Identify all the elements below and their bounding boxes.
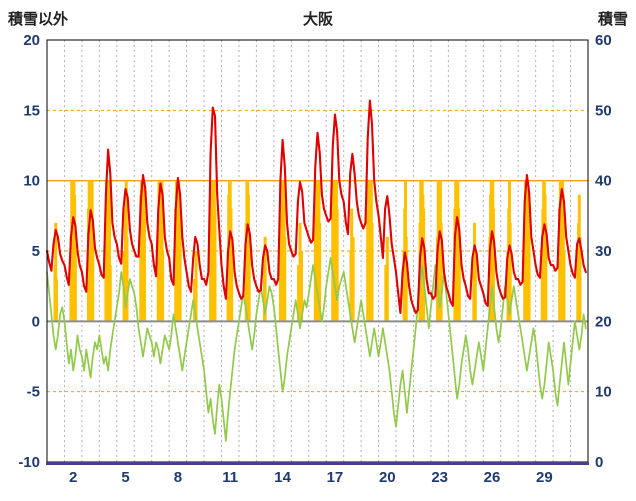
svg-text:10: 10 — [595, 384, 612, 401]
svg-text:20: 20 — [379, 469, 396, 486]
svg-text:29: 29 — [536, 469, 553, 486]
svg-text:5: 5 — [32, 243, 40, 260]
svg-text:60: 60 — [595, 32, 612, 49]
svg-text:0: 0 — [595, 454, 603, 471]
svg-text:10: 10 — [23, 173, 40, 190]
svg-text:-5: -5 — [27, 384, 40, 401]
right-axis-title: 積雪 — [597, 11, 628, 28]
svg-text:5: 5 — [121, 469, 129, 486]
svg-text:23: 23 — [431, 469, 448, 486]
svg-text:30: 30 — [595, 243, 612, 260]
svg-text:0: 0 — [32, 313, 40, 330]
svg-text:20: 20 — [23, 32, 40, 49]
left-axis-title: 積雪以外 — [8, 11, 69, 28]
svg-text:11: 11 — [222, 469, 238, 486]
chart-title: 大阪 — [302, 11, 333, 28]
svg-text:20: 20 — [595, 313, 612, 330]
svg-text:26: 26 — [484, 469, 501, 486]
svg-text:14: 14 — [274, 469, 291, 486]
svg-text:2: 2 — [69, 469, 77, 486]
svg-text:17: 17 — [327, 469, 344, 486]
svg-text:50: 50 — [595, 102, 612, 119]
svg-text:40: 40 — [595, 173, 612, 190]
svg-text:-10: -10 — [18, 454, 40, 471]
svg-text:15: 15 — [23, 102, 40, 119]
svg-text:8: 8 — [174, 469, 182, 486]
